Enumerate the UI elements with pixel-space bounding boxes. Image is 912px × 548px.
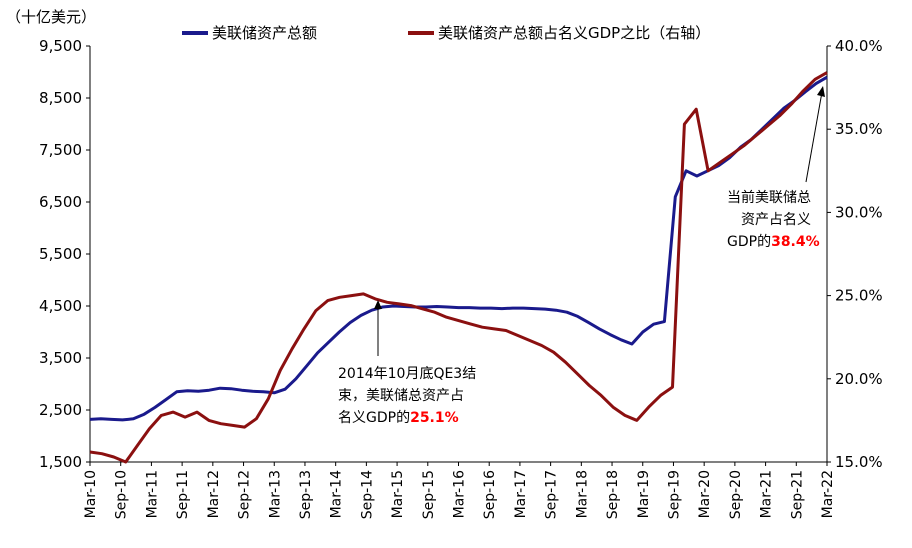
- series-line-ratio: [89, 71, 828, 464]
- x-tick-label: Mar-13: [267, 470, 283, 518]
- left-tick-label: 5,500: [39, 245, 82, 263]
- x-tick-label: Mar-15: [390, 470, 406, 518]
- left-tick-label: 9,500: [39, 37, 82, 55]
- left-tick-label: 6,500: [39, 193, 82, 211]
- x-tick-label: Sep-20: [728, 470, 744, 519]
- annotation-qe3-line2: 束，美联储总资产占: [338, 388, 464, 404]
- x-tick-label: Sep-12: [237, 470, 253, 519]
- x-tick-label: Mar-17: [513, 470, 529, 518]
- x-tick-label: Sep-13: [298, 470, 314, 519]
- left-tick-label: 2,500: [39, 401, 82, 419]
- series-lines: [89, 71, 828, 464]
- x-tick-label: Mar-14: [329, 470, 345, 518]
- left-tick-label: 3,500: [39, 349, 82, 367]
- x-tick-label: Sep-17: [544, 470, 560, 519]
- annotation-qe3-end: 2014年10月底QE3结 束，美联储总资产占 名义GDP的25.1%: [338, 300, 476, 426]
- annotation-current-line1: 当前美联储总: [727, 189, 811, 206]
- right-tick-label: 15.0%: [835, 453, 883, 471]
- right-tick-label: 25.0%: [835, 287, 883, 305]
- x-tick-label: Mar-20: [697, 470, 713, 518]
- annotation-qe3-line1: 2014年10月底QE3结: [338, 366, 476, 382]
- right-axis-ticks: 15.0% 20.0% 25.0% 30.0% 35.0% 40.0%: [827, 37, 883, 471]
- legend-label-ratio: 美联储资产总额占名义GDP之比（右轴）: [438, 24, 710, 42]
- x-tick-label: Mar-19: [636, 470, 652, 518]
- x-tick-label: Sep-14: [359, 470, 375, 519]
- x-tick-label: Sep-18: [605, 470, 621, 519]
- x-tick-label: Mar-16: [452, 470, 468, 518]
- legend-label-assets: 美联储资产总额: [212, 24, 317, 42]
- left-tick-label: 4,500: [39, 297, 82, 315]
- left-axis-unit: （十亿美元）: [6, 8, 96, 26]
- left-axis-ticks: 1,500 2,500 3,500 4,500 5,500 6,500 7,500 8,500…: [39, 37, 90, 471]
- annotation-current: 当前美联储总 资产占名义 GDP的38.4%: [727, 86, 825, 250]
- left-tick-label: 7,500: [39, 141, 82, 159]
- x-axis-ticks: Mar-10 Sep-10 Mar-11 Sep-11 Mar-12 Sep-12 Mar-…: [83, 462, 836, 519]
- x-tick-label: Mar-11: [144, 470, 160, 518]
- x-tick-label: Mar-22: [820, 470, 836, 518]
- x-tick-label: Sep-10: [114, 470, 130, 519]
- x-tick-label: Sep-16: [482, 470, 498, 519]
- x-tick-label: Mar-12: [206, 470, 222, 518]
- x-tick-label: Sep-15: [421, 470, 437, 519]
- right-tick-label: 20.0%: [835, 370, 883, 388]
- annotation-qe3-prefix: 名义GDP的: [338, 410, 410, 426]
- right-tick-label: 30.0%: [835, 203, 883, 221]
- x-tick-label: Sep-11: [175, 470, 191, 519]
- annotation-qe3-arrowhead: [374, 300, 382, 309]
- legend: 美联储资产总额 美联储资产总额占名义GDP之比（右轴）: [182, 24, 710, 42]
- annotation-current-value: 38.4%: [771, 234, 820, 250]
- left-tick-label: 1,500: [39, 453, 82, 471]
- annotation-current-prefix: GDP的: [727, 234, 771, 250]
- x-tick-label: Mar-21: [759, 470, 775, 518]
- x-tick-label: Sep-21: [789, 470, 805, 519]
- annotation-current-line3: GDP的38.4%: [727, 234, 820, 250]
- annotation-current-arrowhead: [817, 86, 825, 97]
- series-line-assets: [89, 75, 828, 422]
- x-tick-label: Mar-18: [574, 470, 590, 518]
- x-tick-label: Sep-19: [666, 470, 682, 519]
- annotation-qe3-value: 25.1%: [410, 410, 459, 426]
- left-tick-label: 8,500: [39, 89, 82, 107]
- annotation-current-line2: 资产占名义: [741, 212, 811, 228]
- right-tick-label: 35.0%: [835, 120, 883, 138]
- annotation-qe3-line3: 名义GDP的25.1%: [338, 410, 459, 426]
- right-tick-label: 40.0%: [835, 37, 883, 55]
- x-tick-label: Mar-10: [83, 470, 99, 518]
- annotation-current-arrow: [805, 91, 823, 183]
